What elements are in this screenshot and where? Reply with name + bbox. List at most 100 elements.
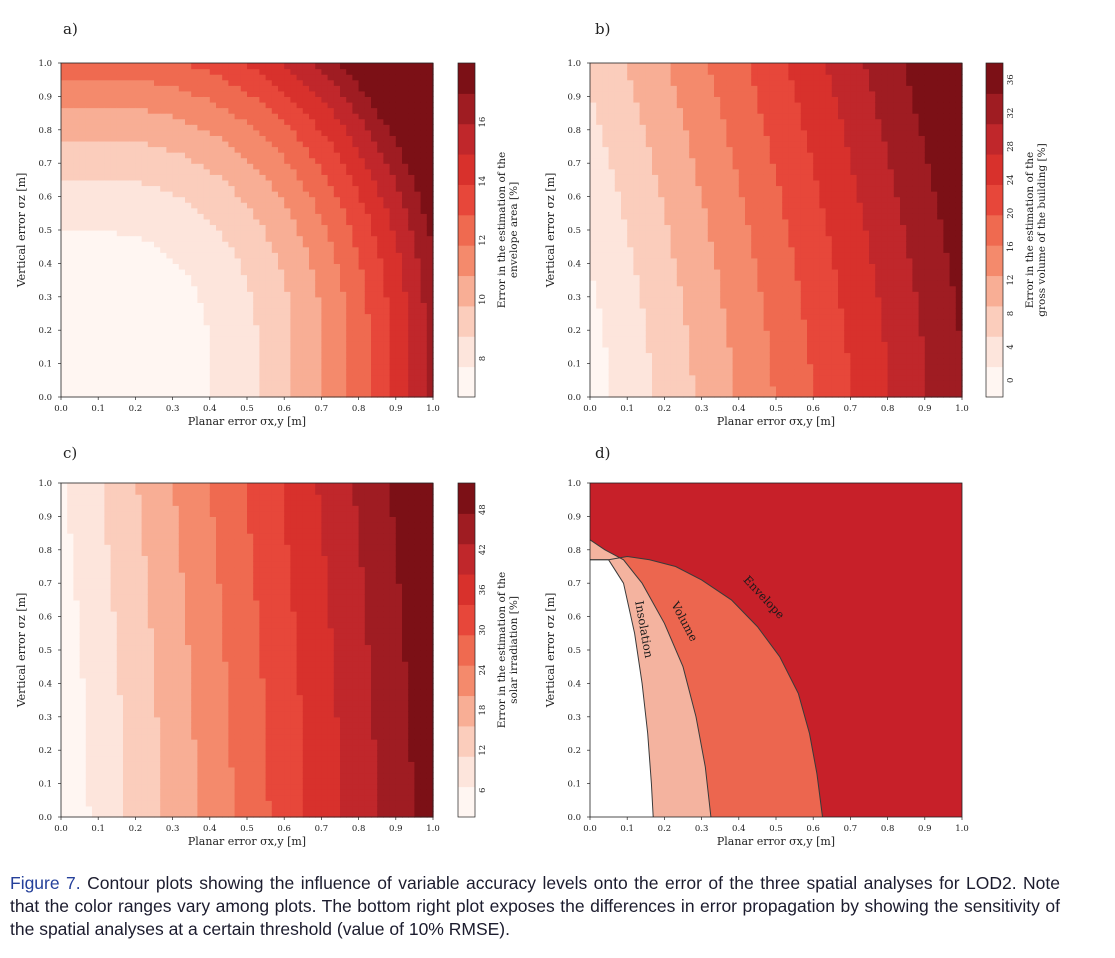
heatmap-cell bbox=[141, 374, 149, 381]
heatmap-cell bbox=[670, 363, 678, 370]
heatmap-cell bbox=[247, 113, 254, 120]
heatmap-cell bbox=[695, 152, 703, 159]
heatmap-cell bbox=[358, 157, 366, 164]
heatmap-cell bbox=[383, 163, 391, 170]
heatmap-cell bbox=[689, 79, 696, 86]
heatmap-cell bbox=[110, 202, 118, 209]
heatmap-cell bbox=[321, 79, 329, 86]
heatmap-cell bbox=[608, 207, 616, 214]
heatmap-cell bbox=[290, 369, 298, 376]
heatmap-cell bbox=[73, 218, 81, 226]
heatmap-cell bbox=[302, 68, 310, 75]
heatmap-cell bbox=[309, 174, 316, 181]
heatmap-cell bbox=[426, 174, 434, 181]
heatmap-cell bbox=[104, 374, 112, 381]
heatmap-cell bbox=[216, 235, 223, 242]
heatmap-cell bbox=[701, 168, 709, 175]
heatmap-cell bbox=[408, 285, 415, 292]
heatmap-cell bbox=[160, 324, 167, 331]
heatmap-cell bbox=[110, 235, 118, 242]
heatmap-cell bbox=[259, 296, 267, 303]
heatmap-cell bbox=[426, 191, 434, 198]
heatmap-cell bbox=[123, 96, 130, 103]
heatmap-cell bbox=[209, 291, 217, 298]
heatmap-cell bbox=[596, 285, 603, 292]
heatmap-cell bbox=[695, 280, 703, 287]
heatmap-cell bbox=[290, 218, 298, 226]
heatmap-cell bbox=[676, 268, 684, 276]
heatmap-cell bbox=[371, 246, 378, 253]
heatmap-cell bbox=[621, 374, 628, 381]
heatmap-cell bbox=[271, 113, 279, 120]
x-tick-label: 0.2 bbox=[129, 404, 143, 414]
heatmap-cell bbox=[358, 291, 366, 298]
heatmap-cell bbox=[608, 79, 616, 86]
heatmap-cell bbox=[621, 324, 628, 331]
heatmap-cell bbox=[639, 118, 647, 125]
heatmap-cell bbox=[92, 213, 99, 220]
heatmap-cell bbox=[670, 341, 678, 348]
heatmap-cell bbox=[309, 90, 316, 97]
heatmap-cell bbox=[408, 307, 415, 315]
heatmap-cell bbox=[608, 118, 616, 125]
heatmap-cell bbox=[185, 352, 192, 359]
heatmap-cell bbox=[253, 207, 260, 214]
heatmap-cell bbox=[234, 129, 242, 136]
heatmap-cell bbox=[197, 313, 205, 320]
heatmap-cell bbox=[309, 358, 316, 365]
heatmap-cell bbox=[284, 185, 291, 192]
heatmap-cell bbox=[683, 107, 690, 114]
heatmap-cell bbox=[265, 241, 273, 248]
heatmap-cell bbox=[110, 374, 118, 381]
heatmap-cell bbox=[683, 380, 690, 387]
heatmap-cell bbox=[203, 185, 211, 192]
heatmap-cell bbox=[98, 168, 105, 175]
heatmap-cell bbox=[209, 391, 217, 398]
heatmap-cell bbox=[658, 163, 665, 170]
heatmap-cell bbox=[608, 235, 616, 242]
heatmap-cell bbox=[141, 380, 149, 387]
heatmap-cell bbox=[333, 113, 341, 120]
heatmap-cell bbox=[633, 168, 641, 175]
heatmap-cell bbox=[315, 85, 322, 92]
heatmap-cell bbox=[639, 90, 647, 97]
heatmap-cell bbox=[321, 307, 329, 315]
heatmap-cell bbox=[259, 213, 267, 220]
heatmap-cell bbox=[701, 185, 709, 192]
heatmap-cell bbox=[191, 202, 198, 209]
heatmap-cell bbox=[695, 285, 703, 292]
heatmap-cell bbox=[296, 363, 304, 370]
heatmap-cell bbox=[67, 296, 74, 303]
heatmap-cell bbox=[707, 90, 715, 97]
heatmap-cell bbox=[271, 196, 279, 203]
heatmap-cell bbox=[426, 107, 434, 114]
heatmap-cell bbox=[309, 118, 316, 125]
heatmap-cell bbox=[358, 79, 366, 86]
heatmap-cell bbox=[333, 335, 341, 342]
heatmap-cell bbox=[129, 146, 136, 153]
heatmap-cell bbox=[216, 179, 223, 187]
heatmap-cell bbox=[352, 268, 360, 276]
heatmap-cell bbox=[209, 79, 217, 86]
heatmap-cell bbox=[683, 241, 690, 248]
heatmap-cell bbox=[658, 246, 665, 253]
heatmap-cell bbox=[664, 302, 672, 309]
heatmap-cell bbox=[377, 346, 384, 354]
heatmap-cell bbox=[185, 163, 192, 170]
heatmap-cell bbox=[185, 274, 192, 281]
heatmap-cell bbox=[714, 374, 721, 381]
heatmap-cell bbox=[123, 107, 130, 114]
heatmap-cell bbox=[284, 257, 291, 264]
heatmap-cell bbox=[147, 246, 155, 253]
heatmap-cell bbox=[302, 324, 310, 331]
heatmap-cell bbox=[714, 68, 721, 75]
heatmap-cell bbox=[658, 319, 665, 326]
heatmap-cell bbox=[602, 74, 610, 81]
heatmap-cell bbox=[116, 296, 124, 303]
heatmap-cell bbox=[166, 335, 174, 342]
heatmap-cell bbox=[590, 79, 597, 86]
heatmap-cell bbox=[664, 352, 672, 359]
heatmap-cell bbox=[695, 213, 703, 220]
heatmap-cell bbox=[265, 135, 273, 142]
heatmap-cell bbox=[590, 230, 597, 237]
